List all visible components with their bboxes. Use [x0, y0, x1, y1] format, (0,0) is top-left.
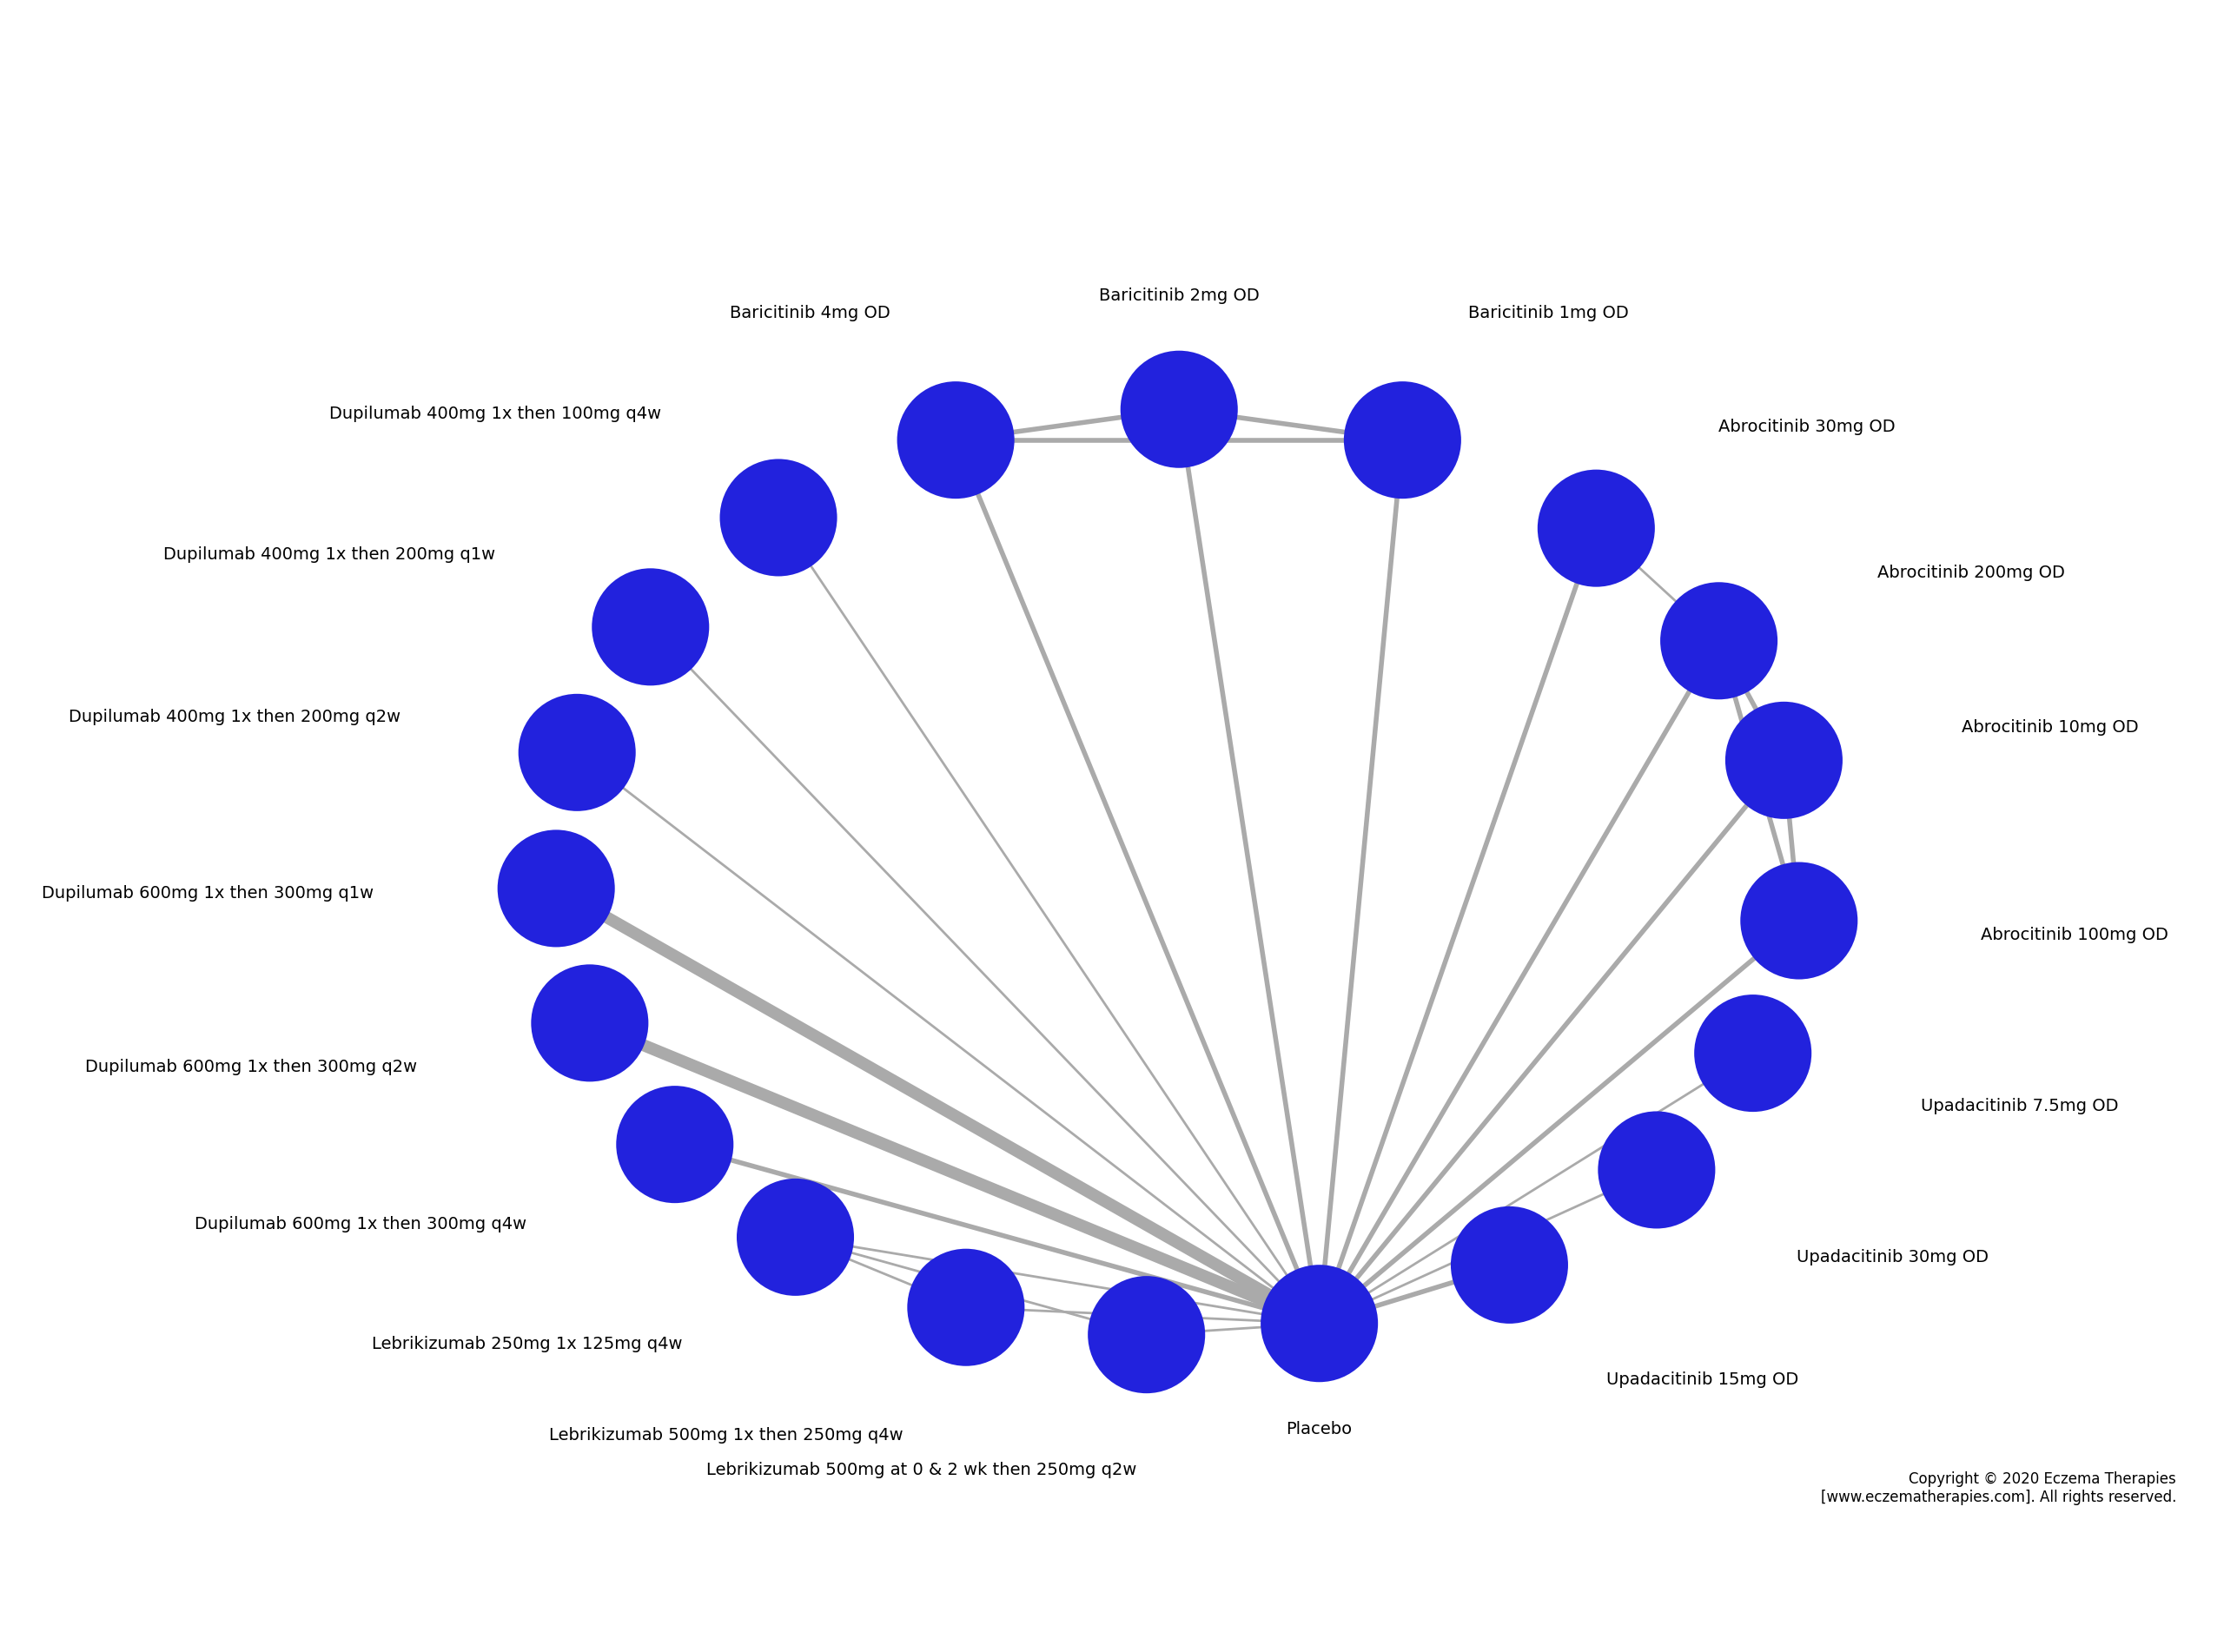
Text: Placebo: Placebo — [1285, 1421, 1352, 1437]
Text: Copyright © 2020 Eczema Therapies
[www.eczematherapies.com]. All rights reserved: Copyright © 2020 Eczema Therapies [www.e… — [1821, 1472, 2177, 1505]
Text: Abrocitinib 100mg OD: Abrocitinib 100mg OD — [1982, 927, 2168, 943]
Circle shape — [1661, 582, 1777, 699]
Text: Lebrikizumab 250mg 1x 125mg q4w: Lebrikizumab 250mg 1x 125mg q4w — [371, 1336, 683, 1353]
Text: Abrocitinib 200mg OD: Abrocitinib 200mg OD — [1877, 565, 2064, 582]
Text: Abrocitinib 10mg OD: Abrocitinib 10mg OD — [1962, 719, 2137, 735]
Circle shape — [592, 568, 709, 686]
Circle shape — [518, 694, 636, 811]
Circle shape — [736, 1178, 854, 1295]
Text: Baricitinib 1mg OD: Baricitinib 1mg OD — [1468, 306, 1628, 322]
Text: Lebrikizumab 500mg at 0 & 2 wk then 250mg q2w: Lebrikizumab 500mg at 0 & 2 wk then 250m… — [707, 1462, 1136, 1479]
Circle shape — [896, 382, 1014, 499]
Circle shape — [907, 1249, 1025, 1366]
Text: Dupilumab 400mg 1x then 200mg q2w: Dupilumab 400mg 1x then 200mg q2w — [69, 709, 400, 725]
Text: Abrocitinib 30mg OD: Abrocitinib 30mg OD — [1719, 420, 1895, 436]
Circle shape — [1597, 1112, 1715, 1229]
Text: Upadacitinib 30mg OD: Upadacitinib 30mg OD — [1797, 1249, 1988, 1265]
Circle shape — [721, 459, 836, 577]
Circle shape — [1741, 862, 1857, 980]
Circle shape — [616, 1085, 734, 1203]
Text: Upadacitinib 15mg OD: Upadacitinib 15mg OD — [1606, 1371, 1799, 1388]
Circle shape — [532, 965, 649, 1082]
Circle shape — [1726, 702, 1841, 819]
Text: Dupilumab 600mg 1x then 300mg q1w: Dupilumab 600mg 1x then 300mg q1w — [42, 885, 374, 902]
Text: Upadacitinib 7.5mg OD: Upadacitinib 7.5mg OD — [1922, 1099, 2119, 1115]
Text: Baricitinib 4mg OD: Baricitinib 4mg OD — [729, 306, 890, 322]
Circle shape — [1695, 995, 1813, 1112]
Circle shape — [1343, 382, 1461, 499]
Circle shape — [1088, 1275, 1205, 1393]
Text: Dupilumab 400mg 1x then 200mg q1w: Dupilumab 400mg 1x then 200mg q1w — [165, 547, 496, 563]
Circle shape — [1537, 469, 1655, 586]
Text: Lebrikizumab 500mg 1x then 250mg q4w: Lebrikizumab 500mg 1x then 250mg q4w — [549, 1427, 903, 1444]
Text: Dupilumab 600mg 1x then 300mg q2w: Dupilumab 600mg 1x then 300mg q2w — [85, 1059, 416, 1075]
Circle shape — [1450, 1206, 1568, 1323]
Text: Baricitinib 2mg OD: Baricitinib 2mg OD — [1099, 287, 1259, 304]
Text: Dupilumab 600mg 1x then 300mg q4w: Dupilumab 600mg 1x then 300mg q4w — [196, 1216, 527, 1232]
Circle shape — [498, 829, 614, 947]
Circle shape — [1261, 1265, 1379, 1383]
Circle shape — [1121, 350, 1239, 468]
Text: Dupilumab 400mg 1x then 100mg q4w: Dupilumab 400mg 1x then 100mg q4w — [329, 405, 661, 421]
